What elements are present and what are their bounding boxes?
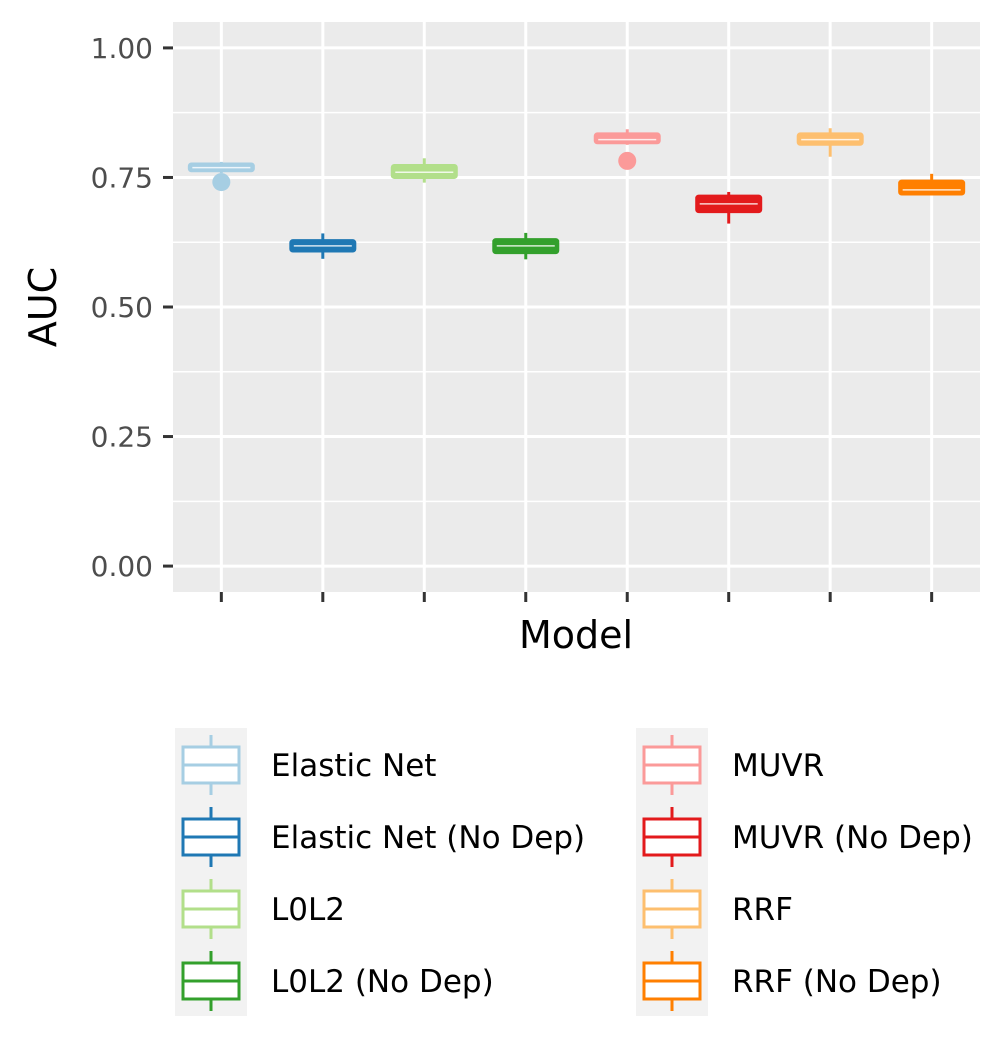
legend-key (642, 735, 702, 795)
y-tick-label: 1.00 (91, 32, 153, 65)
legend-item: MUVR (642, 735, 824, 795)
legend-label: RRF (No Dep) (732, 964, 942, 1000)
legend-key (181, 735, 241, 795)
legend-item: MUVR (No Dep) (642, 807, 973, 867)
boxes-layer (187, 128, 966, 260)
box-iqr (593, 132, 661, 145)
legend-key (642, 807, 702, 867)
legend-key (181, 807, 241, 867)
y-axis-title: AUC (21, 267, 65, 347)
box-l0l2-no-dep (492, 232, 560, 260)
legend-item: Elastic Net (No Dep) (181, 807, 585, 867)
box-muvr-no-dep (695, 191, 763, 224)
legend-item: RRF (642, 879, 793, 939)
box-iqr (390, 164, 458, 179)
box-elastic-net (187, 161, 255, 192)
legend-item: L0L2 (No Dep) (181, 951, 494, 1011)
y-tick-label: 0.75 (91, 161, 153, 194)
legend-label: Elastic Net (No Dep) (271, 820, 585, 856)
legend-label: L0L2 (271, 892, 345, 928)
legend-item: L0L2 (181, 879, 345, 939)
legend-label: MUVR (732, 748, 824, 784)
legend-label: L0L2 (No Dep) (271, 964, 494, 1000)
legend-key (181, 879, 241, 939)
legend-key (181, 951, 241, 1011)
legend: Elastic Net Elastic Net (No Dep) L0L2 L0L2 … (175, 728, 973, 1016)
outlier-point (618, 151, 637, 170)
box-iqr (898, 179, 966, 196)
legend-item: Elastic Net (181, 735, 436, 795)
box-muvr (593, 129, 661, 170)
grid (173, 22, 980, 592)
y-tick-label: 0.50 (91, 291, 153, 324)
legend-label: Elastic Net (271, 748, 436, 784)
x-axis (219, 592, 934, 602)
legend-key (642, 879, 702, 939)
x-axis-title: Model (519, 613, 633, 657)
y-tick-label: 0.25 (91, 421, 153, 454)
box-rrf (796, 128, 864, 157)
legend-label: RRF (732, 892, 793, 928)
box-l0l2 (390, 158, 458, 183)
box-elastic-net-no-dep (289, 233, 357, 259)
legend-key (642, 951, 702, 1011)
y-tick-label: 0.00 (91, 550, 153, 583)
y-axis: 0.00 0.25 0.50 0.75 1.00 (91, 32, 173, 583)
legend-label: MUVR (No Dep) (732, 820, 973, 856)
box-rrf-no-dep (898, 173, 966, 196)
legend-item: RRF (No Dep) (642, 951, 942, 1011)
outlier-point (212, 173, 231, 192)
